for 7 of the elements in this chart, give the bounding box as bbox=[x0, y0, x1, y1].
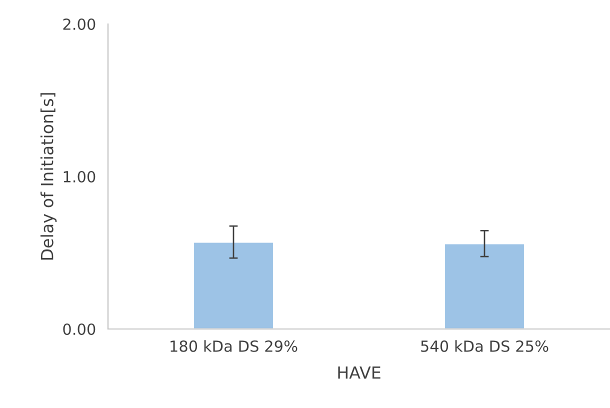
x-tick-label: 540 kDa DS 25% bbox=[421, 340, 548, 352]
y-tick-label: 0.00 bbox=[63, 323, 96, 336]
y-tick-label: 2.00 bbox=[63, 18, 96, 30]
x-axis-title: HAVE bbox=[338, 366, 380, 379]
y-axis-title: Delay of Initiation[s] bbox=[40, 93, 57, 260]
x-tick-label: 180 kDa DS 29% bbox=[170, 340, 298, 352]
y-tick-label: 1.00 bbox=[64, 170, 96, 183]
